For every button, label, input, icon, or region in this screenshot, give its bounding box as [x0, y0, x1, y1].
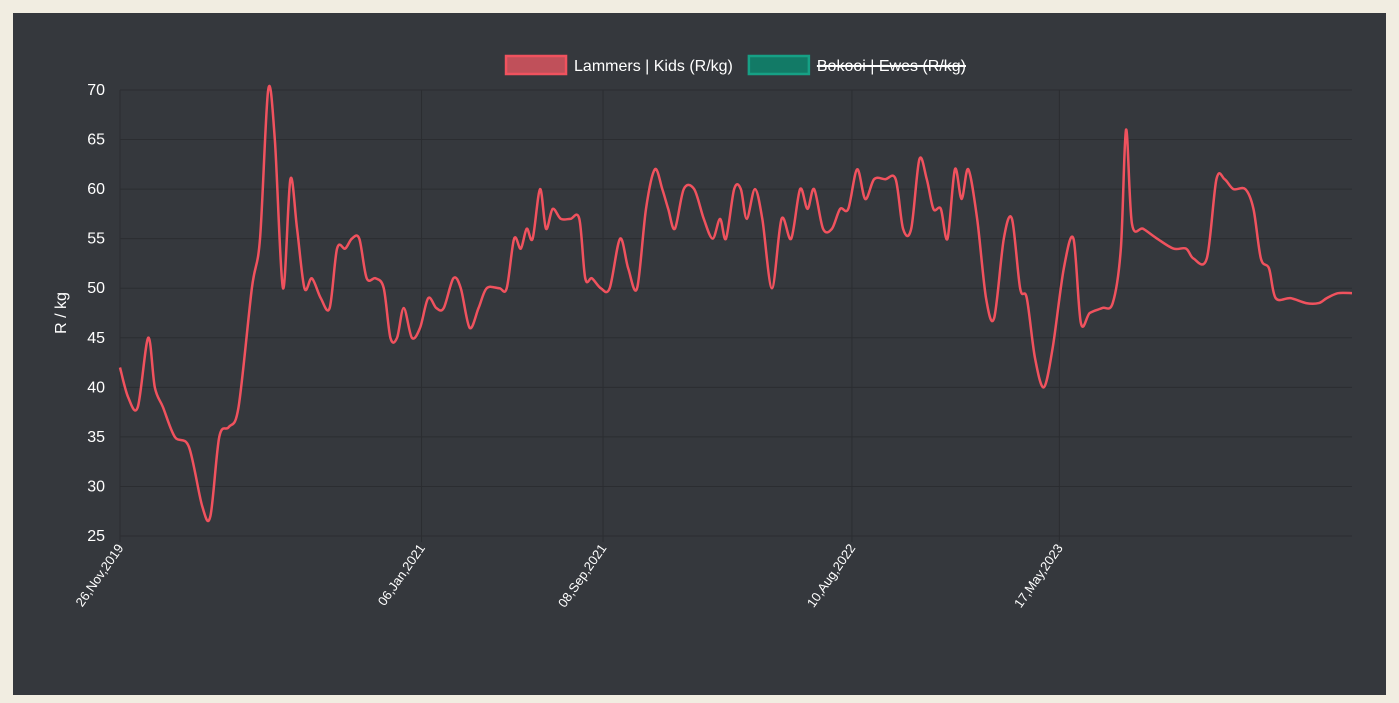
x-tick-label: 06,Jan,2021	[375, 541, 428, 608]
legend[interactable]: Lammers | Kids (R/kg) Bokooi | Ewes (R/kg…	[504, 54, 966, 76]
y-axis-ticks: 25 30 35 40 45 50 55 60 65 70	[87, 82, 105, 545]
x-tick-label: 10,Aug,2022	[804, 541, 859, 610]
y-tick-label: 30	[87, 478, 105, 495]
legend-swatch[interactable]	[747, 54, 811, 76]
y-tick-label: 60	[87, 181, 105, 198]
line-chart: 25 30 35 40 45 50 55 60 65 70 26,Nov,2019 06,Jan,2…	[53, 54, 1353, 611]
legend-item[interactable]: Lammers | Kids (R/kg)	[504, 54, 733, 76]
y-tick-label: 65	[87, 132, 105, 149]
y-tick-label: 35	[87, 429, 105, 446]
legend-label[interactable]: Lammers | Kids (R/kg)	[574, 58, 733, 75]
legend-swatch[interactable]	[504, 54, 568, 76]
grid	[119, 89, 1352, 542]
legend-item[interactable]: Bokooi | Ewes (R/kg)	[747, 54, 966, 76]
x-tick-label: 08,Sep,2021	[555, 541, 610, 610]
series-lines	[118, 84, 1353, 523]
y-tick-label: 40	[87, 379, 105, 396]
y-tick-label: 70	[87, 82, 105, 99]
x-tick-label: 17,May,2023	[1011, 541, 1066, 610]
y-axis-label: R / kg	[53, 292, 70, 334]
chart-panel: 25 30 35 40 45 50 55 60 65 70 26,Nov,2019 06,Jan,2…	[13, 13, 1386, 695]
series-line	[118, 84, 1353, 523]
y-tick-label: 45	[87, 330, 105, 347]
y-tick-label: 50	[87, 280, 105, 297]
x-axis-ticks: 26,Nov,2019 06,Jan,2021 08,Sep,2021 10,Aug,…	[72, 541, 1065, 610]
x-tick-label: 26,Nov,2019	[72, 541, 126, 609]
y-tick-label: 55	[87, 231, 105, 248]
y-tick-label: 25	[87, 528, 105, 545]
